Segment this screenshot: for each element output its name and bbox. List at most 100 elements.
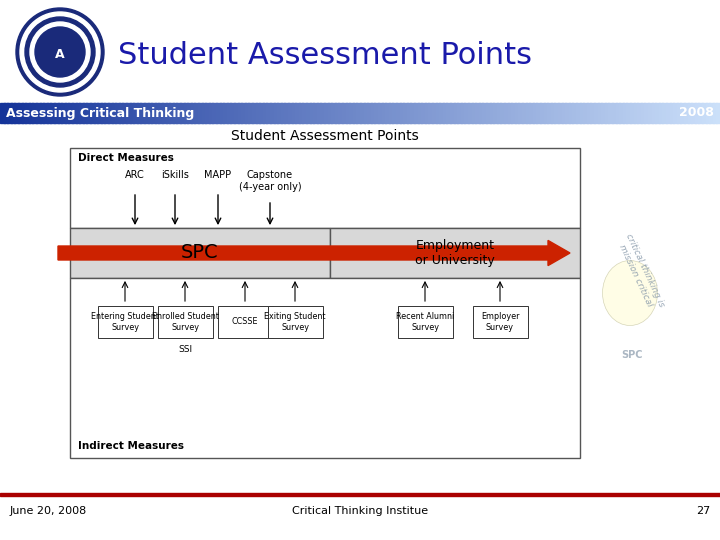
Bar bbox=[349, 103, 354, 123]
Bar bbox=[216, 103, 220, 123]
Bar bbox=[36, 103, 40, 123]
Bar bbox=[209, 103, 213, 123]
Text: SPC: SPC bbox=[621, 350, 643, 360]
Bar bbox=[65, 103, 69, 123]
Bar bbox=[43, 103, 48, 123]
Text: Entering Student
Survey: Entering Student Survey bbox=[91, 312, 159, 332]
Bar bbox=[356, 103, 361, 123]
Bar bbox=[536, 103, 541, 123]
Bar bbox=[248, 103, 253, 123]
Bar bbox=[310, 103, 314, 123]
Bar bbox=[0, 493, 720, 496]
Bar bbox=[702, 103, 706, 123]
Bar bbox=[25, 103, 30, 123]
Bar bbox=[263, 103, 267, 123]
Bar bbox=[666, 103, 670, 123]
Bar bbox=[659, 103, 663, 123]
Bar bbox=[443, 103, 447, 123]
Bar bbox=[472, 103, 476, 123]
Bar bbox=[180, 103, 184, 123]
Bar bbox=[468, 103, 472, 123]
Bar bbox=[122, 103, 127, 123]
Bar bbox=[644, 103, 649, 123]
Bar bbox=[630, 103, 634, 123]
Bar bbox=[518, 103, 523, 123]
Bar bbox=[70, 278, 580, 458]
Bar bbox=[187, 103, 192, 123]
Bar bbox=[389, 103, 393, 123]
Bar bbox=[162, 103, 166, 123]
Bar bbox=[169, 103, 174, 123]
Bar bbox=[158, 103, 163, 123]
Bar bbox=[464, 103, 469, 123]
Bar bbox=[572, 103, 577, 123]
Bar bbox=[259, 103, 264, 123]
Bar bbox=[70, 148, 580, 228]
Bar bbox=[457, 103, 462, 123]
Circle shape bbox=[16, 8, 104, 96]
Bar bbox=[140, 103, 145, 123]
Bar bbox=[583, 103, 588, 123]
Bar bbox=[22, 103, 26, 123]
Bar bbox=[698, 103, 703, 123]
Bar bbox=[554, 103, 559, 123]
Bar bbox=[335, 103, 339, 123]
Bar bbox=[403, 103, 408, 123]
Bar bbox=[7, 103, 12, 123]
Bar bbox=[18, 103, 22, 123]
Bar bbox=[637, 103, 642, 123]
Bar bbox=[155, 103, 159, 123]
Bar bbox=[54, 103, 58, 123]
Bar bbox=[40, 103, 44, 123]
Bar bbox=[601, 103, 606, 123]
Bar bbox=[706, 103, 710, 123]
Bar bbox=[439, 103, 444, 123]
Bar bbox=[324, 103, 328, 123]
Text: Student Assessment Points: Student Assessment Points bbox=[231, 129, 419, 143]
Bar bbox=[508, 103, 512, 123]
Bar bbox=[270, 103, 274, 123]
Circle shape bbox=[20, 12, 100, 92]
Bar bbox=[0, 103, 4, 123]
Bar bbox=[198, 103, 202, 123]
Bar bbox=[90, 103, 94, 123]
Bar bbox=[328, 103, 332, 123]
Bar bbox=[266, 103, 271, 123]
Bar bbox=[94, 103, 98, 123]
Text: A: A bbox=[55, 48, 65, 60]
Bar bbox=[191, 103, 195, 123]
Bar bbox=[0, 0, 720, 103]
Bar bbox=[461, 103, 465, 123]
Bar bbox=[158, 306, 212, 338]
Bar bbox=[268, 306, 323, 338]
Bar bbox=[353, 103, 357, 123]
Bar bbox=[428, 103, 433, 123]
Bar bbox=[623, 103, 627, 123]
Bar bbox=[500, 103, 505, 123]
Bar bbox=[454, 103, 458, 123]
Bar bbox=[70, 228, 330, 278]
Text: Student Assessment Points: Student Assessment Points bbox=[118, 40, 532, 70]
Bar bbox=[713, 103, 717, 123]
Bar bbox=[612, 103, 616, 123]
Bar bbox=[86, 103, 91, 123]
Bar bbox=[112, 103, 116, 123]
Bar bbox=[97, 103, 102, 123]
Bar bbox=[562, 103, 566, 123]
Bar bbox=[256, 103, 260, 123]
Bar bbox=[245, 103, 249, 123]
Bar bbox=[526, 103, 530, 123]
Bar bbox=[360, 103, 364, 123]
Bar bbox=[652, 103, 656, 123]
Bar bbox=[130, 103, 134, 123]
Bar bbox=[479, 103, 483, 123]
Bar bbox=[587, 103, 591, 123]
Bar bbox=[392, 103, 397, 123]
Bar bbox=[338, 103, 343, 123]
Bar bbox=[97, 306, 153, 338]
Bar bbox=[410, 103, 415, 123]
Bar bbox=[655, 103, 660, 123]
Bar bbox=[274, 103, 278, 123]
Bar bbox=[418, 103, 422, 123]
Bar bbox=[551, 103, 555, 123]
